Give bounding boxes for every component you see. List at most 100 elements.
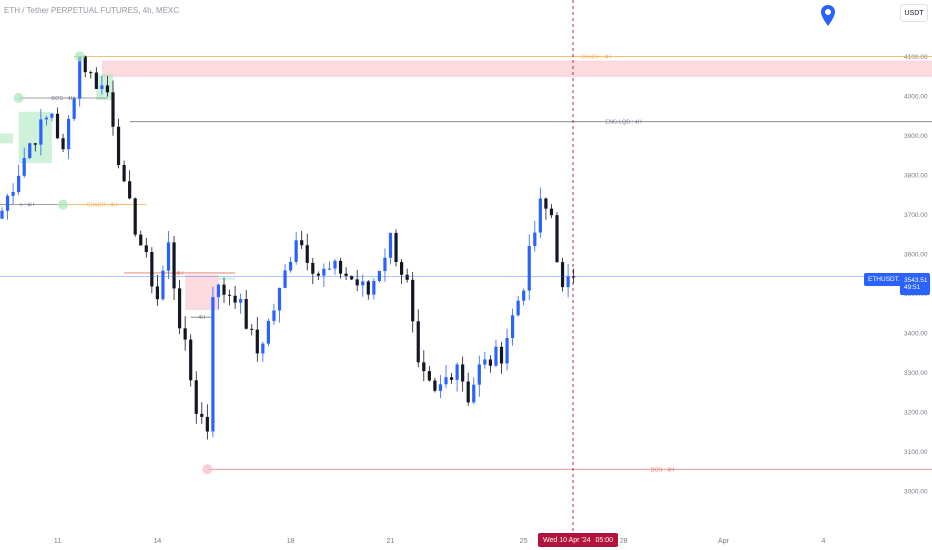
candle-body: [211, 297, 215, 432]
candle-body: [505, 338, 509, 364]
candle-body: [372, 280, 376, 295]
candle-body: [78, 56, 82, 99]
cursor-time-label: Wed 10 Apr '24 05:00: [538, 533, 619, 547]
y-tick-label: 3300.00: [904, 370, 928, 377]
symbol-label: ETHUSDT.P: [864, 273, 909, 286]
y-tick-label: 3100.00: [904, 449, 928, 456]
candle-body: [266, 320, 270, 344]
swing-marker: [13, 92, 24, 103]
y-tick-label: 4000.00: [904, 94, 928, 101]
x-tick-label: 18: [287, 538, 295, 545]
y-tick-label: 3800.00: [904, 173, 928, 180]
annotation-label: CHoCH : 4H: [581, 55, 612, 61]
candle-body: [116, 126, 121, 166]
candle-body: [527, 245, 531, 291]
current-price-value: 3543.51: [904, 277, 928, 284]
y-tick-label: 3600.00: [904, 252, 928, 259]
candle-body: [338, 260, 343, 274]
candle-body: [255, 329, 259, 354]
bar-countdown: 49:51: [904, 284, 921, 291]
candle-body: [544, 198, 548, 209]
candle-body: [183, 328, 187, 340]
overlays-layer: [0, 0, 864, 533]
candle-body: [128, 181, 132, 199]
candle-body: [400, 261, 404, 275]
candle-body: [511, 315, 515, 339]
candle-body: [277, 287, 282, 311]
candle-body: [261, 343, 265, 354]
candle-body: [94, 72, 98, 89]
y-tick-label: 3200.00: [904, 410, 928, 417]
candle-body: [44, 117, 48, 120]
candle-body: [283, 270, 287, 288]
x-tick-label: 14: [154, 538, 162, 545]
time-axis: 111418212528Apr41518222528: [54, 538, 826, 545]
annotation-label: 4H: [176, 271, 183, 277]
candle-body: [67, 118, 71, 150]
annotation-label: BOS : 4H: [51, 96, 74, 102]
swing-marker: [74, 51, 85, 62]
candle-body: [383, 257, 387, 271]
annotation-label: BOS : 4H: [651, 467, 674, 473]
candle-body: [166, 242, 171, 271]
candle-body: [355, 279, 359, 286]
candle-body: [416, 321, 420, 363]
demand-zone: [218, 277, 236, 280]
candle-body: [333, 260, 337, 269]
candle-body: [477, 364, 481, 385]
candle-body: [233, 295, 237, 303]
candle-body: [39, 119, 43, 145]
y-tick-label: 3700.00: [904, 212, 928, 219]
candle-body: [289, 261, 293, 271]
candle-body: [294, 240, 298, 262]
candle-body: [178, 288, 182, 329]
candle-body: [344, 273, 348, 276]
candle-body: [361, 281, 365, 286]
candle-body: [105, 85, 110, 93]
candle-body: [366, 281, 370, 295]
candle-body: [33, 143, 37, 145]
current-price-label: 3543.51 49:51: [900, 273, 930, 295]
candle-body: [244, 299, 248, 329]
candle-body: [422, 362, 426, 372]
x-tick-label: 11: [54, 538, 61, 545]
location-pin-icon[interactable]: [820, 4, 836, 28]
candle-body: [427, 371, 431, 381]
candle-body: [311, 262, 315, 274]
candle-body: [388, 232, 393, 258]
candle-body: [5, 195, 10, 211]
candle-body: [0, 210, 4, 219]
x-tick-label: 25: [520, 538, 528, 545]
chart-title: ETH / Tether PERPETUAL FUTURES, 4h, MEXC: [4, 6, 180, 15]
currency-button[interactable]: USDT: [900, 4, 928, 22]
candle-body: [461, 364, 465, 382]
candle-body: [144, 245, 148, 252]
demand-zone: [0, 133, 14, 144]
candle-body: [549, 208, 554, 216]
candle-body: [516, 300, 520, 316]
candle-body: [172, 242, 176, 289]
candle-body: [394, 232, 398, 262]
x-tick-label: Apr: [718, 538, 730, 545]
candle-body: [377, 270, 381, 281]
candle-body: [438, 384, 443, 391]
x-tick-label: 21: [387, 538, 395, 545]
candle-body: [560, 262, 565, 288]
candle-body: [449, 377, 454, 380]
candle-body: [239, 299, 243, 303]
candle-body: [472, 384, 476, 403]
candle-body: [316, 273, 320, 276]
candle-body: [227, 294, 232, 296]
candle-body: [522, 290, 526, 301]
candle-body: [111, 92, 115, 127]
candle-body: [89, 72, 93, 74]
candle-body: [499, 346, 504, 364]
y-tick-label: 3400.00: [904, 331, 928, 338]
candle-body: [272, 310, 276, 321]
candle-body: [466, 381, 470, 403]
annotation-label: n : 4H: [20, 203, 35, 209]
candle-body: [194, 380, 198, 414]
supply-zone: [101, 60, 932, 78]
